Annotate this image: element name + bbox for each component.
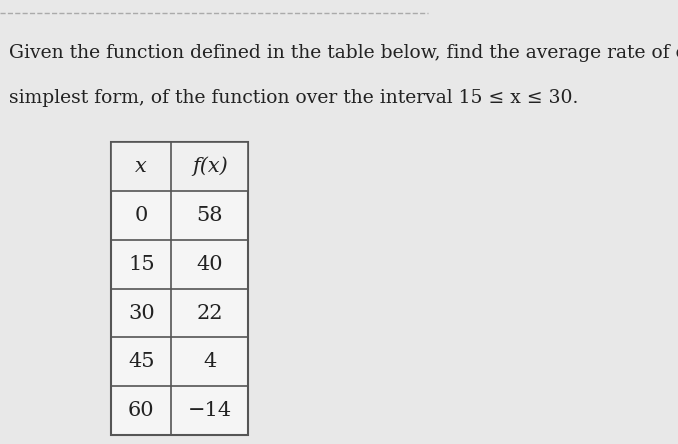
FancyBboxPatch shape [111, 142, 248, 435]
Text: 40: 40 [197, 255, 223, 274]
Text: −14: −14 [188, 401, 232, 420]
Text: Given the function defined in the table below, find the average rate of change, : Given the function defined in the table … [9, 44, 678, 63]
Text: 60: 60 [128, 401, 155, 420]
Text: 0: 0 [134, 206, 148, 225]
Text: 15: 15 [128, 255, 155, 274]
Text: x: x [136, 157, 147, 176]
Text: 30: 30 [128, 304, 155, 322]
Text: 58: 58 [197, 206, 223, 225]
Text: 45: 45 [128, 353, 155, 371]
Text: f(x): f(x) [192, 157, 228, 176]
Text: simplest form, of the function over the interval 15 ≤ x ≤ 30.: simplest form, of the function over the … [9, 89, 578, 107]
Text: 4: 4 [203, 353, 216, 371]
Text: 22: 22 [197, 304, 223, 322]
